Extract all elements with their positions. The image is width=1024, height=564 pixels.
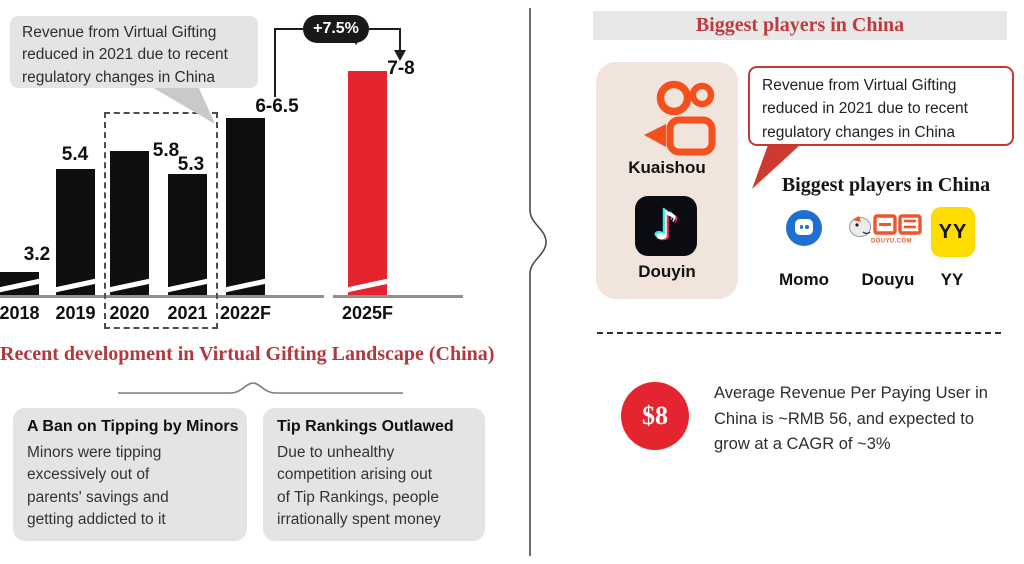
card-body-line: of Tip Rankings, people <box>277 488 439 506</box>
card-title: A Ban on Tipping by Minors <box>27 418 239 435</box>
bubble-line: regulatory changes in China <box>762 123 956 141</box>
vertical-section-divider <box>529 8 547 556</box>
bar-value-label-2021: 5.3 <box>177 154 205 175</box>
card-body-line: excessively out of <box>27 466 150 484</box>
bar-2018 <box>0 272 46 297</box>
card-body-line: irrationally spent money <box>277 511 441 529</box>
callout-line: regulatory changes in China <box>22 68 216 86</box>
bar-2019 <box>49 169 102 297</box>
x-axis-label-2022F: 2022F <box>219 303 272 323</box>
dashed-divider <box>597 332 1001 334</box>
bar-2022F <box>219 118 272 297</box>
arpu-badge-value: $8 <box>642 401 668 430</box>
douyin-note-icon: ♪ ♪ ♪ <box>635 196 697 256</box>
douyu-com-caption: DOUYU.COM <box>871 238 912 244</box>
card-body-line: parents' savings and <box>27 488 169 506</box>
regulation-callout-box: Revenue from Virtual Gifting reduced in … <box>10 16 258 88</box>
callout-line: Revenue from Virtual Gifting <box>22 24 217 41</box>
x-axis-label-2025F: 2025F <box>341 303 394 323</box>
virtual-gifting-bar-chart: 3.2 2018 5.4 2019 5.8 2020 5.3 2021 6-6.5 2022F 7-… <box>0 0 470 340</box>
card-body-line: Minors were tipping <box>27 444 162 461</box>
highlight-dashed-box-2020-2021 <box>104 112 218 329</box>
speech-bubble-tail <box>752 145 800 189</box>
growth-rate-label: +7.5% <box>313 20 359 37</box>
regulation-speech-bubble: Revenue from Virtual Gifting reduced in … <box>748 66 1014 146</box>
x-axis-label-2019: 2019 <box>55 303 96 323</box>
douyu-label: Douyu <box>861 270 915 289</box>
note-glyph-cyan: ♪ <box>651 201 677 247</box>
arrow-down-icon <box>394 50 406 61</box>
momo-inner-bubble <box>795 219 813 235</box>
card-body-line: competition arising out <box>277 466 433 484</box>
douyu-fish-logo: DOUYU.COM <box>849 212 925 256</box>
note-glyph-white: ♪ <box>653 203 679 249</box>
kuaishou-label: Kuaishou <box>628 158 706 177</box>
bar-2025F <box>341 71 394 297</box>
growth-rate-pill: +7.5% <box>303 15 369 45</box>
card-body-line: getting addicted to it <box>27 511 166 529</box>
note-glyph-pink: ♪ <box>655 204 681 250</box>
yy-logo-text: YY <box>938 220 968 243</box>
yy-logo: YY <box>931 207 975 257</box>
x-axis-label-2020: 2020 <box>109 303 150 323</box>
bubble-line: reduced in 2021 due to recent <box>762 100 968 118</box>
kuaishou-camera-icon <box>644 80 716 156</box>
arpu-badge: $8 <box>621 382 689 450</box>
douyin-label: Douyin <box>638 262 696 281</box>
annotation-connectors <box>150 28 406 124</box>
yy-label: YY <box>940 270 964 289</box>
bar-value-label-2022F: 6-6.5 <box>255 96 299 117</box>
bar-value-label-2019: 5.4 <box>61 144 89 165</box>
card-ban-on-tipping: A Ban on Tipping by Minors Minors were t… <box>13 408 247 541</box>
connector-line-left <box>274 28 303 97</box>
section-heading-recent-development: Recent development in Virtual Gifting La… <box>0 343 495 365</box>
primary-players-panel <box>596 62 738 299</box>
arpu-description: Average Revenue Per Paying User in China… <box>714 381 1024 458</box>
bar-2021 <box>161 174 214 297</box>
x-axis-line-left <box>0 295 324 298</box>
bubble-line: Revenue from Virtual Gifting <box>762 77 957 94</box>
momo-chat-pin-icon <box>786 210 822 246</box>
douyu-fish-wordmark <box>849 214 922 237</box>
callout-pointer-triangle <box>150 86 215 124</box>
x-axis-label-2018: 2018 <box>0 303 40 323</box>
x-axis-label-2021: 2021 <box>167 303 208 323</box>
arpu-line: Average Revenue Per Paying User in <box>714 384 988 402</box>
callout-line: reduced in 2021 due to recent <box>22 46 228 64</box>
banner-biggest-players: Biggest players in China <box>593 11 1007 40</box>
card-title: Tip Rankings Outlawed <box>277 418 454 435</box>
bar-value-label-2018: 3.2 <box>23 244 51 265</box>
connector-line-right <box>369 28 401 51</box>
subheading-biggest-players: Biggest players in China <box>781 174 991 196</box>
banner-title: Biggest players in China <box>695 14 905 36</box>
arpu-line: grow at a CAGR of ~3% <box>714 435 891 454</box>
x-axis-line-right <box>333 295 463 298</box>
bar-value-label-2025F: 7-8 <box>387 58 415 79</box>
card-tip-rankings-outlawed: Tip Rankings Outlawed Due to unhealthy c… <box>263 408 485 541</box>
momo-label: Momo <box>778 270 830 289</box>
bar-2020 <box>103 151 156 297</box>
arpu-line: China is ~RMB 56, and expected to <box>714 409 975 428</box>
card-body-line: Due to unhealthy <box>277 444 395 461</box>
brace-divider <box>118 382 403 394</box>
bar-value-label-2020: 5.8 <box>152 140 180 161</box>
